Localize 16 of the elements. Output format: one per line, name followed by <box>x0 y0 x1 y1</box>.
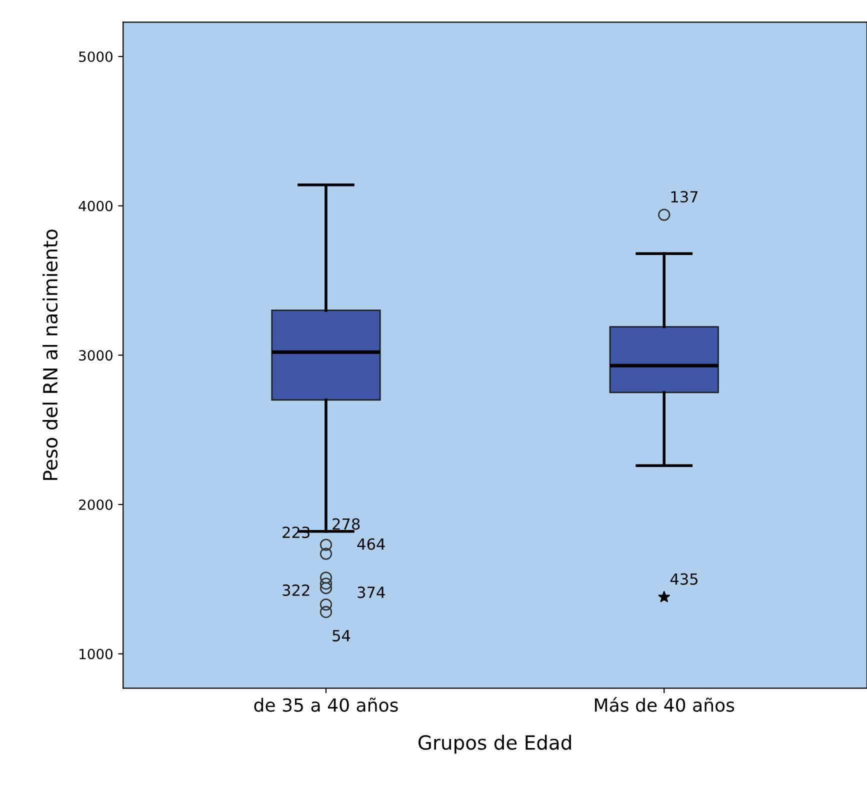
y-tick-label: 2000 <box>79 499 112 510</box>
y-axis-title: Peso del RN al nacimiento <box>42 230 58 480</box>
annotation: 137 <box>671 190 698 203</box>
x-tick-label: Más de 40 años <box>595 697 734 712</box>
y-tick-label: 3000 <box>79 350 112 361</box>
annotation: 278 <box>332 518 360 530</box>
annotation: 374 <box>358 586 385 598</box>
y-tick-label: 4000 <box>78 200 112 212</box>
y-tick-label: 1000 <box>80 648 112 660</box>
annotation: 322 <box>282 584 310 596</box>
annotation: 54 <box>332 630 350 642</box>
annotation: 464 <box>357 538 385 550</box>
y-tick-label: 5000 <box>79 51 112 62</box>
annotation: 435 <box>670 573 698 585</box>
x-axis-title: Grupos de Edad <box>418 734 571 754</box>
x-tick-label: de 35 a 40 años <box>254 698 398 712</box>
